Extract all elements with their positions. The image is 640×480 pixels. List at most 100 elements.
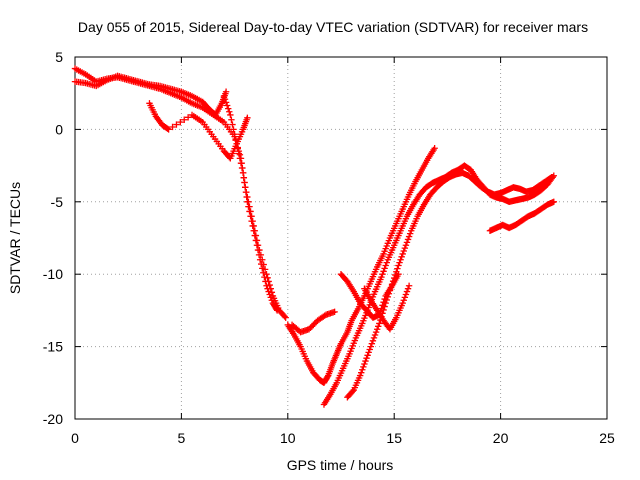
data-point — [243, 193, 250, 201]
data-point — [405, 282, 413, 289]
data-point — [370, 334, 378, 342]
series-8 — [486, 198, 557, 234]
data-point — [237, 159, 245, 167]
data-point — [242, 188, 250, 196]
data-point — [305, 326, 313, 333]
series-3 — [220, 92, 281, 314]
data-point — [232, 135, 239, 143]
data-point — [358, 369, 365, 376]
data-point — [376, 320, 383, 327]
data-point — [265, 288, 272, 295]
data-point — [404, 236, 412, 243]
data-point — [381, 295, 388, 303]
data-point — [235, 150, 243, 157]
data-point — [259, 265, 266, 272]
data-point — [307, 324, 314, 331]
series-7 — [344, 169, 555, 401]
data-point — [254, 246, 262, 254]
data-point — [220, 92, 228, 100]
data-point — [366, 346, 373, 353]
data-point — [169, 123, 176, 131]
data-point — [264, 285, 271, 292]
data-point — [379, 302, 386, 309]
data-point — [349, 388, 356, 395]
data-point — [381, 265, 388, 272]
data-point — [264, 274, 271, 282]
data-point — [246, 208, 253, 215]
x-tick-label: 10 — [280, 430, 296, 446]
data-point — [399, 299, 406, 307]
data-point — [403, 288, 411, 295]
data-point — [396, 259, 403, 266]
data-point — [221, 96, 229, 103]
data-point — [308, 323, 316, 330]
data-point — [400, 297, 407, 304]
data-point — [365, 349, 372, 356]
data-point — [550, 198, 557, 205]
x-axis-ticks: 0 5 10 15 20 25 — [71, 57, 615, 446]
series-10 — [361, 282, 413, 333]
data-point — [245, 203, 252, 210]
data-point — [252, 237, 260, 244]
series-1 — [71, 72, 230, 119]
data-point — [402, 242, 410, 249]
data-point — [403, 239, 411, 246]
data-point — [230, 126, 237, 133]
data-point — [165, 126, 172, 133]
data-point — [266, 281, 273, 289]
data-point — [225, 105, 232, 112]
data-point — [222, 99, 230, 106]
data-point — [239, 169, 247, 177]
data-point — [268, 297, 276, 304]
data-points — [71, 65, 557, 408]
series-9 — [337, 271, 402, 321]
data-point — [244, 114, 251, 122]
y-tick-label: -5 — [51, 194, 64, 210]
data-point — [405, 233, 413, 240]
data-point — [258, 260, 265, 268]
data-point — [256, 256, 264, 263]
data-point — [394, 265, 401, 272]
data-point — [378, 273, 385, 281]
data-point — [380, 298, 387, 306]
data-point — [369, 337, 377, 345]
data-point — [372, 328, 380, 336]
data-point — [229, 121, 236, 128]
data-point — [395, 271, 402, 278]
x-tick-label: 20 — [493, 430, 509, 446]
data-point — [241, 179, 248, 186]
y-axis-ticks: 5 0 -5 -10 -15 -20 — [43, 49, 607, 427]
data-point — [397, 256, 404, 263]
y-tick-label: -20 — [43, 411, 63, 427]
data-point — [261, 266, 269, 273]
x-axis-label: GPS time / hours — [287, 457, 394, 473]
data-point — [227, 111, 234, 119]
data-point — [233, 140, 240, 148]
series-2 — [146, 100, 251, 162]
y-tick-label: 0 — [55, 121, 63, 137]
data-point — [367, 343, 374, 350]
data-point — [431, 145, 438, 152]
data-point — [250, 227, 257, 234]
data-point — [406, 230, 414, 237]
data-point — [321, 312, 328, 319]
series-0 — [71, 65, 289, 321]
data-point — [356, 372, 364, 379]
series-5 — [288, 308, 338, 336]
data-point — [359, 366, 366, 373]
data-point — [248, 217, 255, 225]
data-point — [404, 285, 412, 292]
data-point — [401, 244, 409, 252]
data-point — [240, 174, 248, 181]
data-point — [228, 116, 235, 123]
y-tick-label: 5 — [55, 49, 63, 65]
data-point — [231, 131, 238, 138]
data-point — [263, 282, 270, 289]
data-point — [234, 145, 241, 152]
data-point — [236, 155, 244, 162]
data-point — [360, 363, 367, 371]
data-point — [362, 357, 369, 365]
data-point — [380, 268, 387, 275]
data-point — [223, 102, 231, 109]
